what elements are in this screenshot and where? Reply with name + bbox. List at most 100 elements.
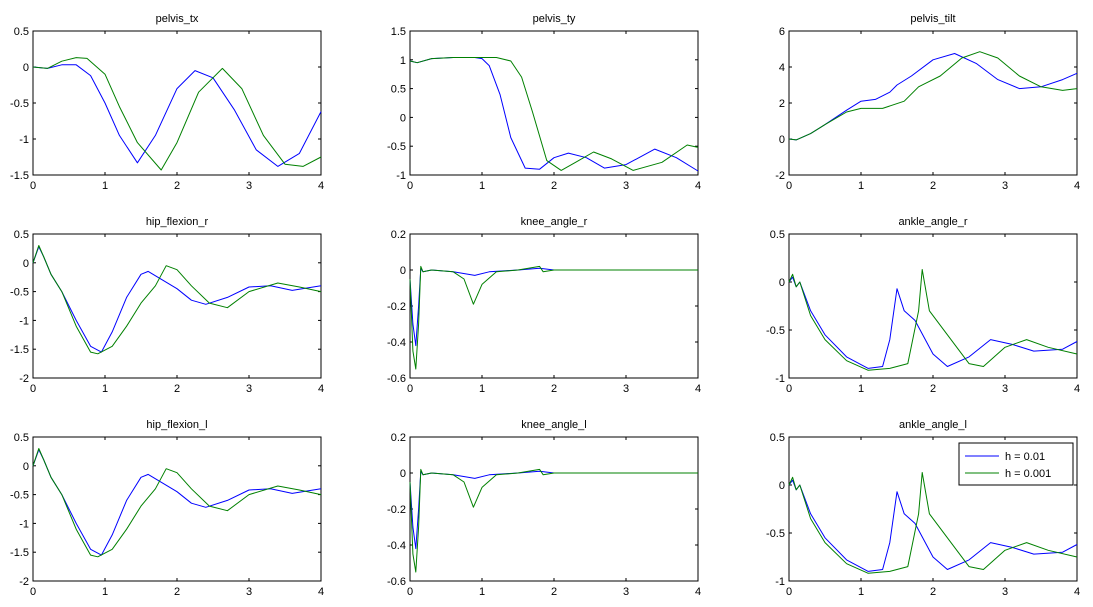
y-tick-label: -0.2 bbox=[387, 504, 406, 516]
x-tick-label: 0 bbox=[30, 586, 36, 598]
subplot-title: hip_flexion_l bbox=[146, 419, 207, 431]
series-line-h-0-001 bbox=[32, 57, 322, 171]
y-tick-label: -0.5 bbox=[10, 98, 29, 110]
y-tick-label: 0 bbox=[779, 480, 785, 492]
x-tick-label: 0 bbox=[30, 383, 36, 395]
y-tick-label: -0.2 bbox=[387, 301, 406, 313]
y-tick-label: -2 bbox=[775, 170, 785, 182]
subplot-pelvis-ty: pelvis_ty 0 1 2 3 4 -1 -0.5 0 0.5 1 1.5 bbox=[387, 13, 701, 192]
x-tick-label: 1 bbox=[102, 586, 108, 598]
y-tick-label: -2 bbox=[19, 373, 29, 385]
y-tick-label: 0.5 bbox=[14, 432, 29, 444]
series-line-h-0-001 bbox=[409, 265, 698, 370]
x-tick-label: 2 bbox=[174, 180, 180, 192]
x-tick-label: 3 bbox=[623, 383, 629, 395]
x-tick-label: 3 bbox=[246, 586, 252, 598]
subplot-ankle-angle-r: ankle_angle_r 0 1 2 3 4 -1 -0.5 0 0.5 bbox=[766, 216, 1080, 395]
y-tick-label: -0.6 bbox=[387, 373, 406, 385]
y-tick-label: 0 bbox=[779, 134, 785, 146]
series-line-h-0-001 bbox=[788, 269, 1078, 371]
x-tick-label: 4 bbox=[318, 586, 324, 598]
y-tick-label: 2 bbox=[779, 98, 785, 110]
y-tick-label: -2 bbox=[19, 576, 29, 588]
x-tick-label: 1 bbox=[858, 586, 864, 598]
x-tick-label: 4 bbox=[318, 383, 324, 395]
subplot-title: pelvis_tilt bbox=[910, 13, 955, 25]
x-tick-label: 4 bbox=[695, 586, 701, 598]
y-tick-label: 0.5 bbox=[14, 229, 29, 241]
y-tick-label: -0.5 bbox=[766, 325, 785, 337]
y-tick-label: -0.5 bbox=[10, 287, 29, 299]
axes-box bbox=[409, 233, 699, 379]
x-tick-label: 2 bbox=[930, 180, 936, 192]
x-tick-label: 0 bbox=[407, 383, 413, 395]
axes-box bbox=[32, 436, 322, 582]
x-tick-label: 0 bbox=[407, 586, 413, 598]
subplot-hip-flexion-r: hip_flexion_r 0 1 2 3 4 -2 -1.5 -1 -0.5 0 0.5 bbox=[10, 216, 324, 395]
subplot-title: ankle_angle_r bbox=[898, 216, 967, 228]
y-tick-label: -1 bbox=[396, 170, 406, 182]
y-tick-label: 1.5 bbox=[391, 26, 406, 38]
x-tick-label: 1 bbox=[479, 383, 485, 395]
x-tick-label: 1 bbox=[479, 180, 485, 192]
y-tick-label: 6 bbox=[779, 26, 785, 38]
y-tick-label: -0.4 bbox=[387, 337, 406, 349]
x-tick-label: 1 bbox=[858, 383, 864, 395]
series-line-h-0-001 bbox=[409, 57, 699, 171]
x-tick-label: 3 bbox=[1002, 180, 1008, 192]
x-tick-label: 2 bbox=[551, 586, 557, 598]
series-line-h-0-001 bbox=[788, 51, 1078, 141]
x-tick-label: 3 bbox=[623, 180, 629, 192]
subplot-title: ankle_angle_l bbox=[899, 419, 967, 431]
y-tick-label: -1 bbox=[775, 373, 785, 385]
y-tick-label: -1.5 bbox=[10, 170, 29, 182]
axes-box bbox=[409, 436, 699, 582]
x-tick-label: 0 bbox=[407, 180, 413, 192]
y-tick-label: -0.4 bbox=[387, 540, 406, 552]
y-tick-label: 0.5 bbox=[14, 26, 29, 38]
y-tick-label: 0 bbox=[400, 112, 406, 124]
x-tick-label: 2 bbox=[551, 383, 557, 395]
y-tick-label: 0 bbox=[23, 258, 29, 270]
x-tick-label: 4 bbox=[1074, 383, 1080, 395]
y-tick-label: -1.5 bbox=[10, 547, 29, 559]
subplot-ankle-angle-l: ankle_angle_l0 1 2 3 4-1-0.500.5h = 0.01h = … bbox=[766, 419, 1080, 598]
subplot-pelvis-tx: pelvis_tx 0 1 2 3 4 -1.5 -1 -0.5 0 0.5 bbox=[10, 13, 324, 192]
subplot-title: pelvis_ty bbox=[533, 13, 576, 25]
x-tick-label: 0 bbox=[786, 586, 792, 598]
legend: h = 0.01 h = 0.001 bbox=[958, 442, 1074, 486]
axes-box bbox=[788, 30, 1078, 176]
x-tick-label: 2 bbox=[930, 383, 936, 395]
y-tick-label: -1 bbox=[19, 134, 29, 146]
y-tick-label: -0.5 bbox=[10, 490, 29, 502]
y-tick-label: 0.5 bbox=[770, 432, 785, 444]
x-tick-label: 1 bbox=[102, 180, 108, 192]
x-tick-label: 2 bbox=[930, 586, 936, 598]
series-line-h-0-001 bbox=[32, 448, 322, 558]
x-tick-label: 2 bbox=[174, 383, 180, 395]
axes-box bbox=[788, 233, 1078, 379]
y-tick-label: -0.6 bbox=[387, 576, 406, 588]
x-tick-label: 2 bbox=[551, 180, 557, 192]
y-tick-label: 0.2 bbox=[391, 432, 406, 444]
subplot-title: pelvis_tx bbox=[156, 13, 199, 25]
y-tick-label: -1.5 bbox=[10, 344, 29, 356]
y-tick-label: -0.5 bbox=[766, 528, 785, 540]
axes-box bbox=[32, 233, 322, 379]
axes-box bbox=[32, 30, 322, 176]
subplot-knee-angle-r: knee_angle_r 0 1 2 3 4 -0.6 -0.4 -0.2 0 0.2 bbox=[387, 216, 701, 395]
y-tick-label: 0 bbox=[400, 265, 406, 277]
y-tick-label: -1 bbox=[19, 518, 29, 530]
y-tick-label: 0 bbox=[779, 277, 785, 289]
x-tick-label: 3 bbox=[623, 586, 629, 598]
y-tick-label: 1 bbox=[400, 55, 406, 67]
subplot-title: hip_flexion_r bbox=[146, 216, 209, 228]
x-tick-label: 4 bbox=[1074, 586, 1080, 598]
series-line-h-0-001 bbox=[788, 472, 1078, 574]
y-tick-label: 0 bbox=[23, 62, 29, 74]
x-tick-label: 4 bbox=[318, 180, 324, 192]
y-tick-label: -0.5 bbox=[387, 141, 406, 153]
x-tick-label: 0 bbox=[30, 180, 36, 192]
